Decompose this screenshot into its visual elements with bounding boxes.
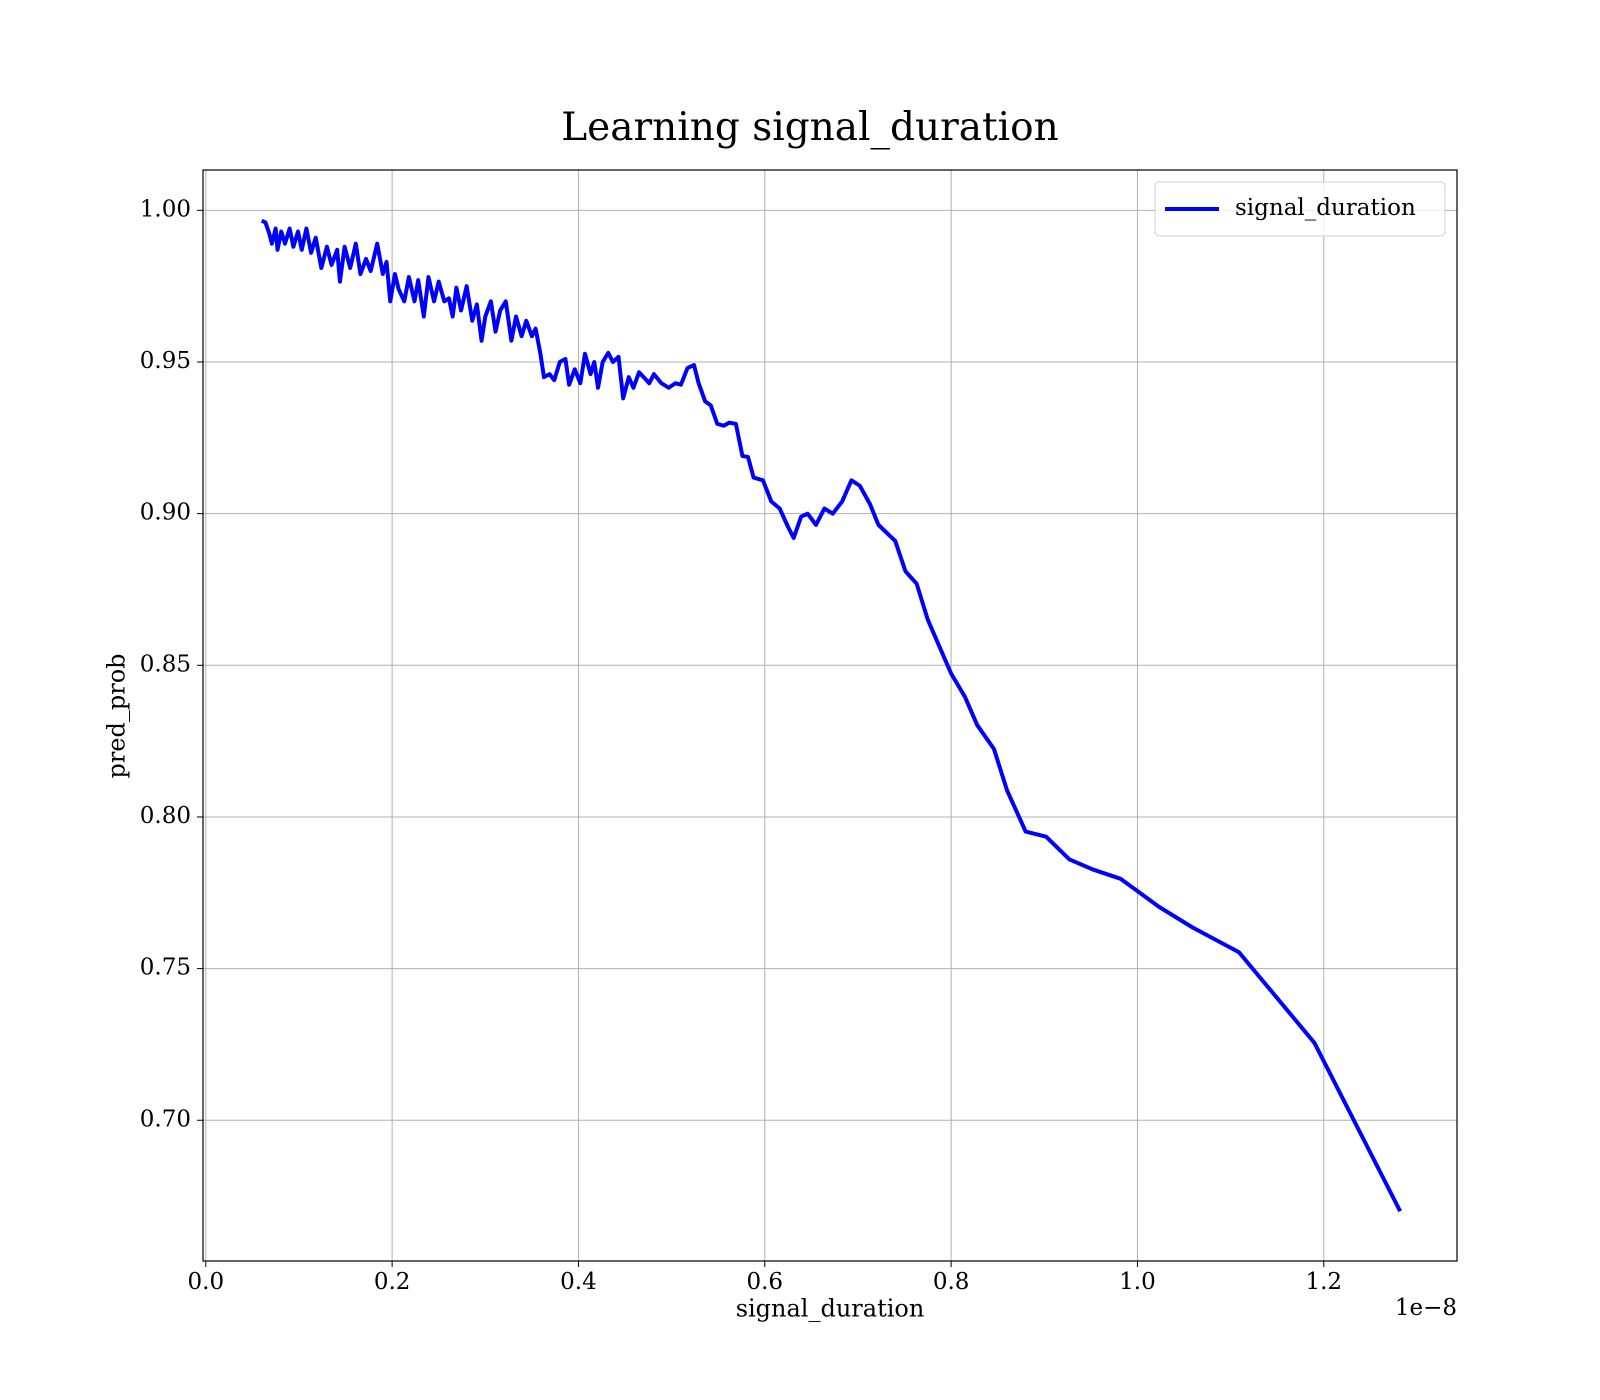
x-tick-label: 1.2 — [1305, 1269, 1342, 1295]
y-tick-label: 1.00 — [140, 196, 191, 222]
legend: signal_duration — [1154, 181, 1446, 237]
legend-label: signal_duration — [1235, 195, 1416, 221]
plot-frame — [202, 169, 1458, 1262]
x-offset-label: 1e−8 — [1395, 1295, 1457, 1321]
chart-title: Learning signal_duration — [561, 105, 1058, 150]
x-tick-label: 1.0 — [1119, 1269, 1156, 1295]
x-tick-label: 0.2 — [374, 1269, 411, 1295]
x-axis-label: signal_duration — [736, 1295, 925, 1323]
y-tick-label: 0.95 — [140, 348, 191, 374]
data-line — [260, 218, 1402, 1213]
x-tick-label: 0.6 — [746, 1269, 783, 1295]
y-tick-label: 0.90 — [140, 500, 191, 526]
x-tick-label: 0.8 — [933, 1269, 970, 1295]
y-axis-label: pred_prob — [103, 653, 131, 778]
y-tick-label: 0.85 — [140, 651, 191, 677]
x-tick-label: 0.4 — [560, 1269, 597, 1295]
y-tick-label: 0.80 — [140, 803, 191, 829]
y-tick-label: 0.75 — [140, 955, 191, 981]
x-tick-label: 0.0 — [188, 1269, 225, 1295]
y-tick-label: 0.70 — [140, 1106, 191, 1132]
legend-box — [1154, 181, 1446, 237]
